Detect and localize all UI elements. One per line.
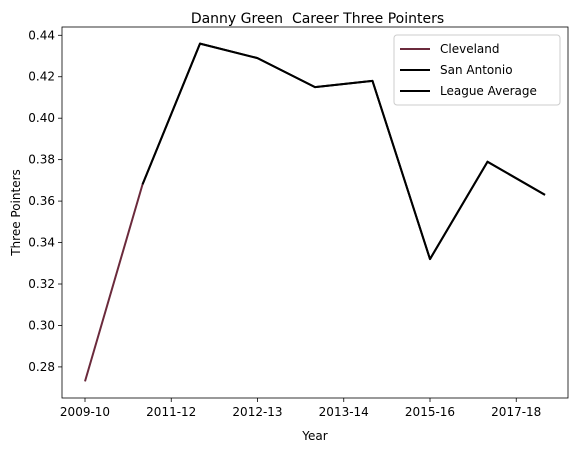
y-tick-label: 0.42 — [28, 70, 55, 84]
series-line-cleveland — [85, 185, 143, 382]
y-tick-label: 0.32 — [28, 277, 55, 291]
x-axis-title: Year — [301, 429, 327, 443]
legend-label: San Antonio — [440, 63, 513, 77]
y-axis: 0.28 0.30 0.32 0.34 0.36 0.38 0.40 0.42 0.44 — [28, 28, 62, 374]
x-tick-label: 2011-12 — [146, 405, 196, 419]
y-tick-label: 0.38 — [28, 153, 55, 167]
x-tick-label: 2013-14 — [319, 405, 369, 419]
chart-title: Danny Green Career Three Pointers — [191, 11, 444, 27]
x-tick-label: 2009-10 — [60, 405, 110, 419]
y-tick-label: 0.40 — [28, 111, 55, 125]
y-tick-label: 0.44 — [28, 28, 55, 42]
x-tick-label: 2017-18 — [491, 405, 541, 419]
legend-label: League Average — [440, 84, 537, 98]
legend-label: Cleveland — [440, 42, 500, 56]
y-axis-title: Three Pointers — [9, 169, 23, 257]
y-tick-label: 0.30 — [28, 318, 55, 332]
x-tick-label: 2012-13 — [232, 405, 282, 419]
y-tick-label: 0.34 — [28, 236, 55, 250]
legend: Cleveland San Antonio League Average — [394, 35, 560, 105]
x-tick-label: 2015-16 — [405, 405, 455, 419]
y-tick-label: 0.28 — [28, 360, 55, 374]
y-tick-label: 0.36 — [28, 194, 55, 208]
x-axis: 2009-10 2011-12 2012-13 2013-14 2015-16 2017-… — [60, 398, 541, 419]
